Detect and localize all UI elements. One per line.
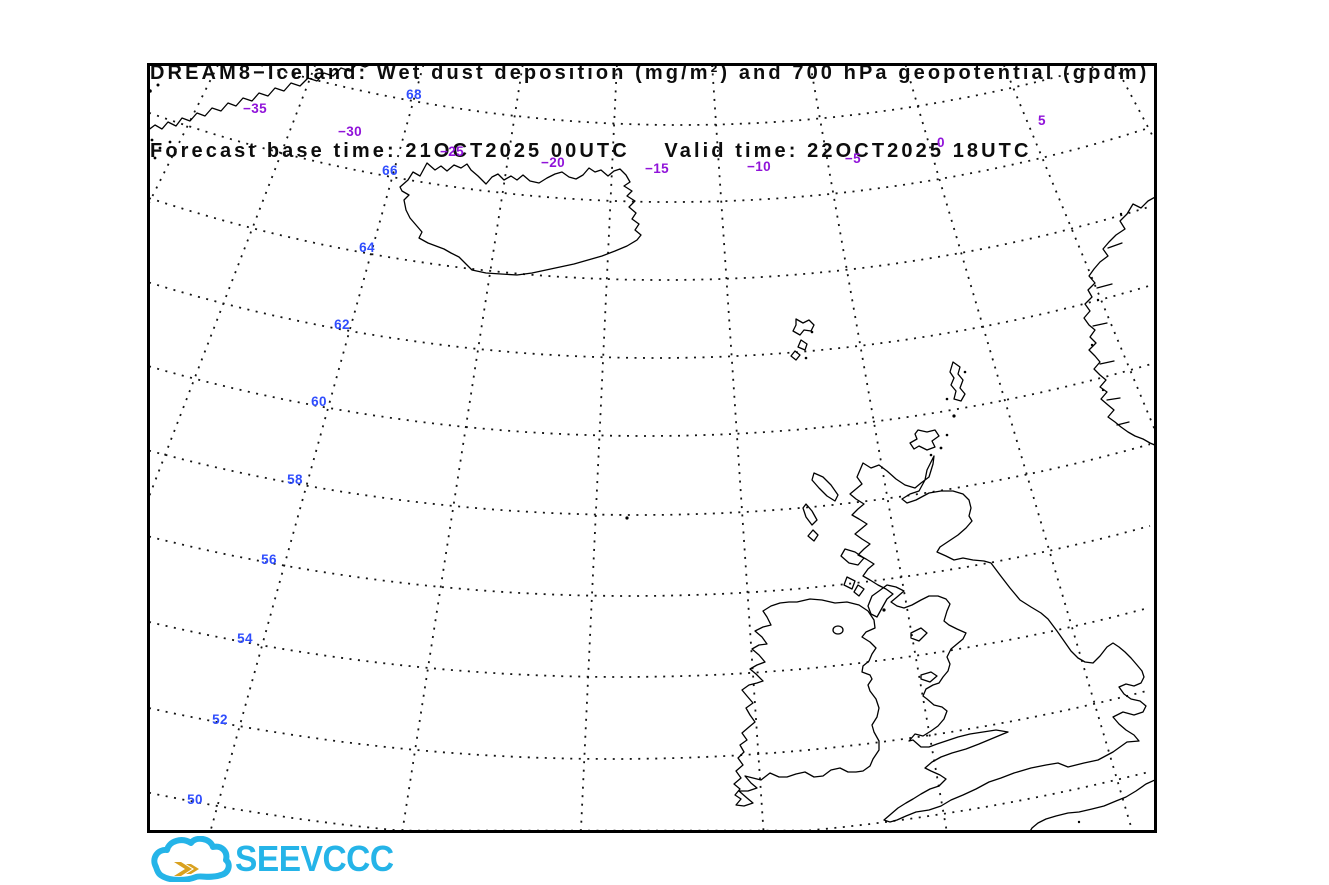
islay-island (843, 576, 856, 590)
latitude-label-54: 54 (237, 631, 253, 646)
ireland-coastline (733, 598, 880, 807)
meridian-line--35 (149, 65, 317, 498)
meridian-line-5 (1114, 65, 1155, 141)
latitude-label-56: 56 (261, 552, 277, 567)
hebrides-islands (802, 472, 886, 612)
meridian-line--40 (149, 65, 219, 204)
channel-islet (1077, 820, 1081, 824)
latitude-labels: 68 66 64 62 60 58 56 54 52 50 (187, 87, 422, 807)
longitude-label--5: −5 (845, 151, 861, 166)
meridian-line--15 (711, 65, 765, 831)
longitude-label--30: −30 (338, 124, 362, 139)
norway-coastline (1083, 196, 1155, 446)
latitude-label-66: 66 (382, 163, 398, 178)
great-britain-coastline (849, 455, 1147, 823)
longitude-label--20: −20 (541, 155, 565, 170)
graticule-grid (149, 65, 1155, 831)
parallel-line-60 (149, 363, 1151, 437)
orkney-islands (909, 429, 949, 457)
cloud-logo-icon (151, 835, 232, 883)
longitude-labels: −35 −30 −25 −20 −15 −10 −5 0 5 (243, 101, 1046, 176)
shetland-islands (945, 361, 967, 418)
parallel-line-52 (149, 689, 1151, 760)
logo-wordmark: SEEVCCC (235, 838, 394, 879)
norway-fjords (1090, 212, 1130, 426)
parallel-line-58 (149, 443, 1151, 516)
meridian-line--20 (580, 65, 618, 831)
meridian-line--10 (809, 65, 948, 831)
longitude-label--10: −10 (747, 159, 771, 174)
longitude-label--25: −25 (440, 144, 464, 159)
latitude-label-58: 58 (287, 472, 303, 487)
gold-chevron-1 (174, 862, 192, 876)
map-frame-border (147, 63, 1157, 833)
latitude-label-64: 64 (359, 240, 375, 255)
skye-island (840, 548, 865, 566)
parallel-line-50 (149, 770, 1151, 831)
longitude-label-0: 0 (937, 135, 945, 150)
latitude-label-62: 62 (334, 317, 350, 332)
gold-chevron-2 (186, 864, 199, 874)
lough-neagh (832, 625, 844, 635)
seevccc-logo: SEEVCCC (148, 835, 408, 883)
parallel-line-56 (149, 525, 1151, 597)
title-line-1: DREAM8−Iceland: Wet dust deposition (mg/… (150, 62, 1150, 84)
isle-of-man (910, 627, 928, 642)
meridian-line--25 (401, 65, 524, 831)
fair-isle (952, 414, 956, 418)
parallel-line-68 (260, 65, 1095, 126)
parallel-line-66 (149, 111, 1151, 203)
latitude-label-52: 52 (212, 712, 228, 727)
jura-island (853, 584, 865, 597)
title-line-2: Forecast base time: 21OCT2025 00UTC Vali… (150, 140, 1032, 162)
latitude-label-60: 60 (311, 394, 327, 409)
longitude-label--35: −35 (243, 101, 267, 116)
france-coastline (1029, 779, 1155, 831)
parallel-line-64 (149, 197, 1151, 281)
rockall-islet (625, 516, 629, 520)
anglesey-island (920, 671, 938, 683)
meridian-line-0 (1002, 65, 1155, 431)
longitude-label--15: −15 (645, 161, 669, 176)
arran-island (882, 608, 886, 612)
parallel-line-54 (149, 606, 1151, 678)
parallel-line-62 (149, 281, 1151, 359)
meridian-line--30 (209, 65, 425, 831)
faroe-islands (790, 318, 815, 361)
iceland-coastline (399, 162, 642, 276)
greenland-coastline (149, 65, 372, 131)
figure-title: DREAM8−Iceland: Wet dust deposition (mg/… (150, 8, 1149, 216)
latitude-label-68: 68 (406, 87, 422, 102)
longitude-label-5: 5 (1038, 113, 1046, 128)
latitude-label-50: 50 (187, 792, 203, 807)
cloud-outline (151, 835, 232, 883)
